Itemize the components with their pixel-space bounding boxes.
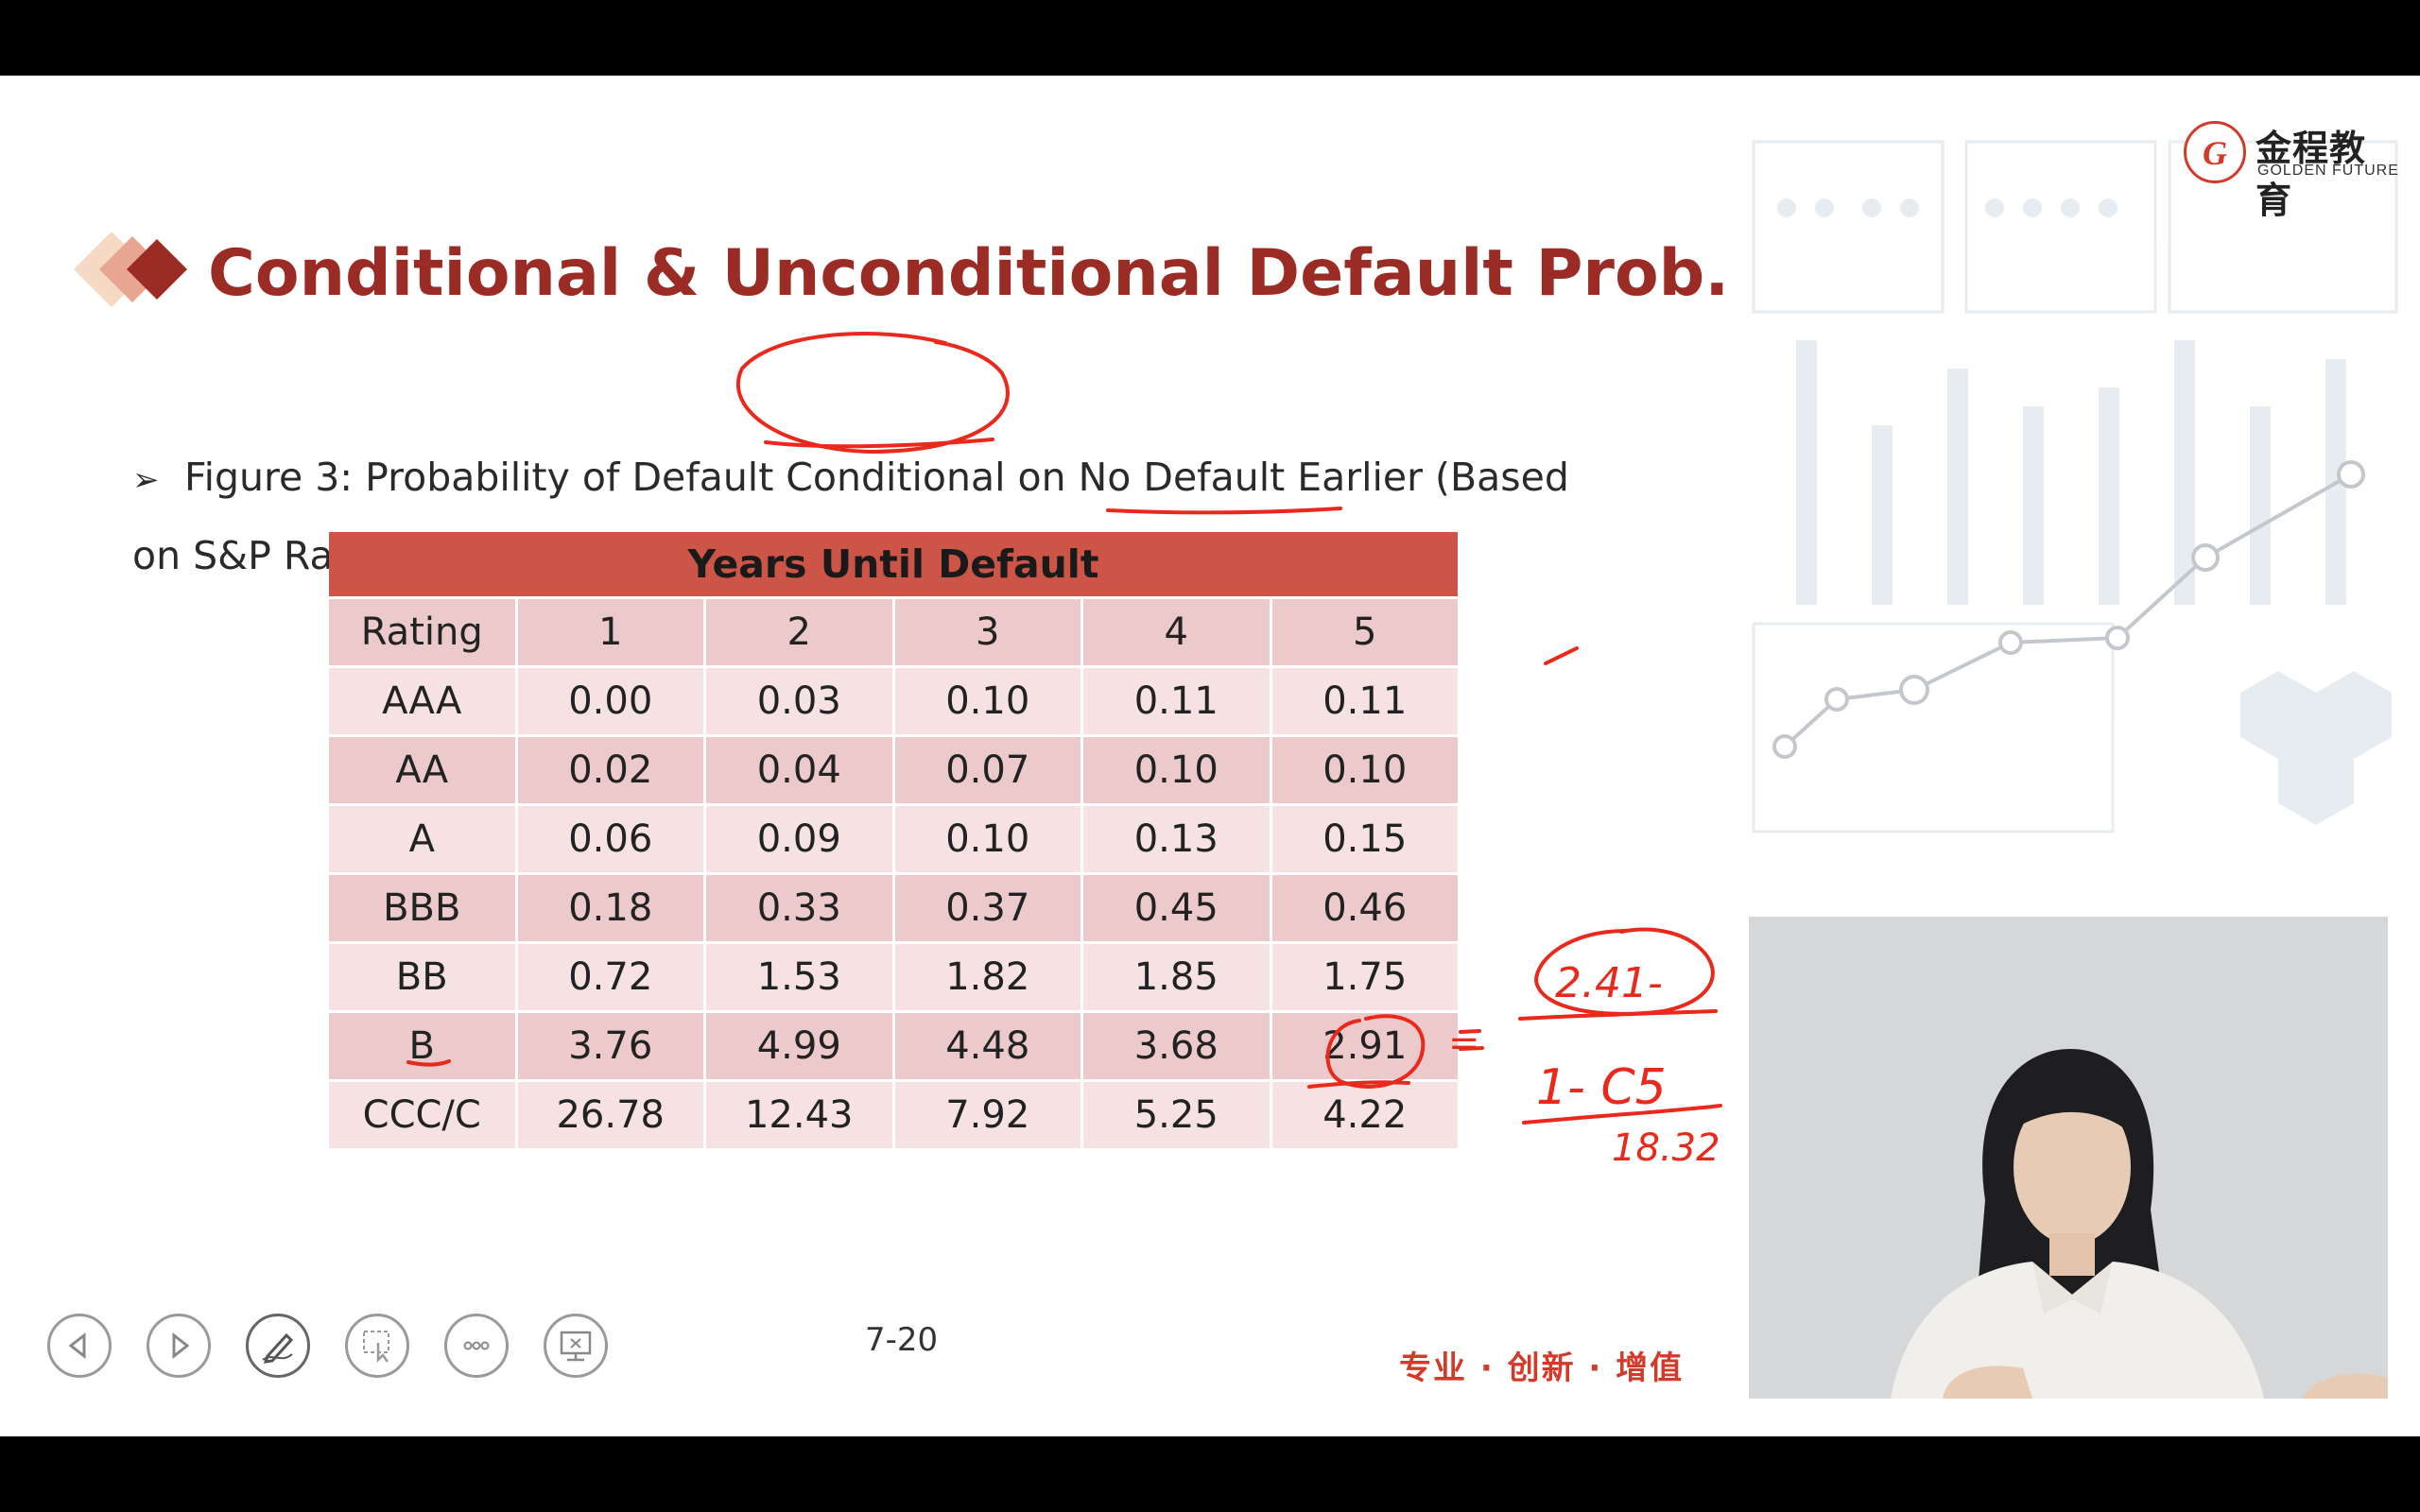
table-cell: 0.06 (517, 806, 703, 872)
table-cell: AAA (329, 668, 515, 734)
more-options-button[interactable] (444, 1314, 509, 1378)
table-cell: 0.00 (517, 668, 703, 734)
table-cell: 4.48 (894, 1013, 1080, 1079)
pointer-tool-button[interactable] (345, 1314, 409, 1378)
table-cell: 0.04 (706, 737, 892, 803)
table-cell: 0.37 (894, 875, 1080, 941)
table-cell: 0.18 (517, 875, 703, 941)
table-cell: 0.11 (1271, 668, 1458, 734)
table-row: BBB 0.18 0.33 0.37 0.45 0.46 (329, 875, 1458, 941)
table-cell: A (329, 806, 515, 872)
table-cell: 3.68 (1083, 1013, 1270, 1079)
table-cell: 1.53 (706, 944, 892, 1010)
table-cell: 4.99 (706, 1013, 892, 1079)
table-row: CCC/C 26.78 12.43 7.92 5.25 4.22 (329, 1082, 1458, 1148)
pen-tool-button[interactable] (246, 1314, 310, 1378)
letterbox-bottom (0, 1436, 2420, 1512)
bullet-arrow-icon: ➢ (132, 461, 160, 499)
table-cell: AA (329, 737, 515, 803)
presenter-video (1749, 917, 2388, 1399)
table-row: AA 0.02 0.04 0.07 0.10 0.10 (329, 737, 1458, 803)
table-cell: 26.78 (517, 1082, 703, 1148)
table-column-row: Rating 1 2 3 4 5 (329, 599, 1458, 665)
title-diamonds-icon (74, 232, 187, 307)
table-cell: 0.10 (894, 806, 1080, 872)
table-cell: BBB (329, 875, 515, 941)
table-cell: 12.43 (706, 1082, 892, 1148)
brand-slogan: 专业 · 创新 · 增值 (1399, 1349, 1685, 1387)
presentation-slide: G 金程教育 GOLDEN FUTURE Conditional & Uncon… (0, 76, 2420, 1436)
table-cell: 1.75 (1271, 944, 1458, 1010)
table-cell: 0.10 (1083, 737, 1270, 803)
table-cell: 0.03 (706, 668, 892, 734)
logo-english-name: GOLDEN FUTURE (2257, 163, 2399, 179)
screen-display-button[interactable] (544, 1314, 608, 1378)
table-header: Years Until Default (329, 532, 1458, 596)
table-cell: 0.07 (894, 737, 1080, 803)
table-row: A 0.06 0.09 0.10 0.13 0.15 (329, 806, 1458, 872)
default-probability-table: Years Until Default Rating 1 2 3 4 5 AAA… (329, 529, 1458, 1151)
logo-chinese-name: 金程教育 (2256, 128, 2367, 221)
table-cell: 0.46 (1271, 875, 1458, 941)
column-header: Rating (329, 599, 515, 665)
table-row: AAA 0.00 0.03 0.10 0.11 0.11 (329, 668, 1458, 734)
column-header: 2 (706, 599, 892, 665)
table-cell: 4.22 (1271, 1082, 1458, 1148)
ellipsis-icon (463, 1341, 490, 1350)
letterbox-top (0, 0, 2420, 76)
previous-slide-button[interactable] (47, 1314, 112, 1378)
column-header: 3 (894, 599, 1080, 665)
triangle-left-icon (68, 1332, 86, 1360)
table-cell: CCC/C (329, 1082, 515, 1148)
table-cell: BB (329, 944, 515, 1010)
brand-logo: G 金程教育 GOLDEN FUTURE (2184, 117, 2401, 221)
table-cell: 0.09 (706, 806, 892, 872)
slide-title: Conditional & Unconditional Default Prob… (208, 236, 1730, 311)
column-header: 1 (517, 599, 703, 665)
next-slide-button[interactable] (147, 1314, 211, 1378)
page-number: 7-20 (865, 1321, 939, 1359)
ink-dash-mark (1544, 646, 1579, 665)
table-cell: 0.33 (706, 875, 892, 941)
table-cell: 0.13 (1083, 806, 1270, 872)
column-header: 4 (1083, 599, 1270, 665)
ink-fraction-bar-1 (1518, 1009, 1718, 1021)
table-cell: 0.10 (894, 668, 1080, 734)
table-cell: 0.11 (1083, 668, 1270, 734)
table-cell: 1.82 (894, 944, 1080, 1010)
pen-icon (262, 1332, 294, 1364)
table-cell: 0.10 (1271, 737, 1458, 803)
table-cell: 0.02 (517, 737, 703, 803)
screen-icon (560, 1331, 592, 1362)
ink-under-value: 18.32 (1612, 1126, 1720, 1170)
ink-fraction-bar-2 (1522, 1104, 1722, 1125)
background-infographic (1752, 140, 2398, 833)
table-cell: B (329, 1013, 515, 1079)
table-cell: 5.25 (1083, 1082, 1270, 1148)
triangle-right-icon (172, 1332, 190, 1360)
table-cell: 0.45 (1083, 875, 1270, 941)
table-row: BB 0.72 1.53 1.82 1.85 1.75 (329, 944, 1458, 1010)
presenter-image (1749, 917, 2388, 1399)
table-row: B 3.76 4.99 4.48 3.68 2.91 (329, 1013, 1458, 1079)
table-cell: 1.85 (1083, 944, 1270, 1010)
logo-emblem-icon: G (2184, 121, 2246, 183)
table-cell: 0.72 (517, 944, 703, 1010)
ink-numerator: 2.41- (1555, 959, 1663, 1007)
table-cell: 3.76 (517, 1013, 703, 1079)
table-cell: 2.91 (1271, 1013, 1458, 1079)
pointer-icon (363, 1331, 389, 1364)
ink-circle-conditional (735, 332, 1010, 455)
column-header: 5 (1271, 599, 1458, 665)
ink-equals-top (1459, 1029, 1481, 1034)
table-cell: 0.15 (1271, 806, 1458, 872)
ink-circle-numerator (1533, 927, 1715, 1016)
ink-equals-bottom (1459, 1046, 1484, 1051)
ink-denominator: 1- C5 (1536, 1059, 1667, 1116)
table-cell: 7.92 (894, 1082, 1080, 1148)
